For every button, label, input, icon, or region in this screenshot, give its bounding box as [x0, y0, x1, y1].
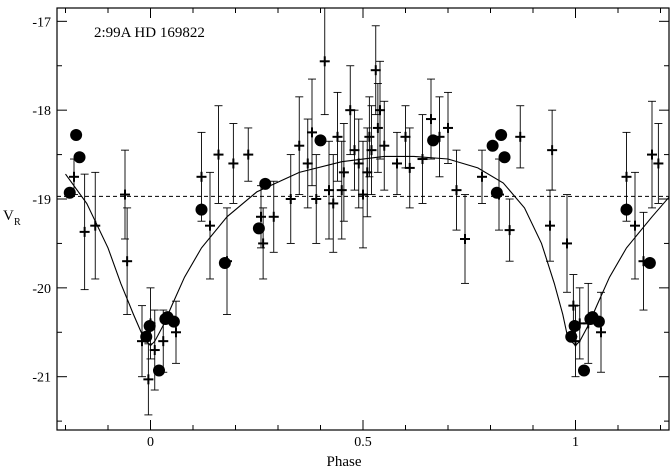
- data-point-plus: [653, 123, 664, 204]
- data-point-plus: [122, 207, 133, 315]
- data-point-circle: [314, 134, 327, 147]
- x-axis-label: Phase: [327, 454, 362, 468]
- data-point-plus: [69, 158, 79, 196]
- data-point-circle: [153, 364, 165, 377]
- data-point-plus: [90, 171, 101, 280]
- data-point-plus: [294, 96, 305, 196]
- data-point-plus: [338, 123, 349, 222]
- data-point-plus: [545, 189, 555, 262]
- data-point-plus: [213, 105, 224, 204]
- tick-layer: 0 0.5 1 -17 -18 -19 -20 -21: [32, 8, 669, 450]
- y-tick-label: -20: [32, 282, 51, 297]
- data-point-circle: [427, 134, 440, 147]
- data-point-circle: [70, 129, 83, 142]
- data-point-circle: [73, 151, 86, 164]
- y-tick-label: -17: [32, 15, 51, 30]
- data-point-circle: [643, 256, 656, 269]
- data-point-plus: [370, 25, 381, 116]
- data-point-plus: [364, 96, 375, 178]
- data-point-circle: [143, 320, 156, 333]
- data-point-plus: [547, 109, 558, 191]
- y-axis-label-subscript: R: [14, 217, 21, 228]
- data-point-circle: [63, 186, 76, 199]
- data-point-circle: [259, 177, 272, 190]
- data-point-plus: [379, 100, 390, 191]
- data-point-plus: [332, 91, 343, 182]
- data-point-circle: [167, 315, 180, 328]
- data-point-circle: [568, 320, 581, 333]
- data-point-plus: [596, 291, 606, 373]
- data-point-circle: [495, 129, 508, 142]
- data-point-plus: [307, 78, 317, 187]
- data-point-circle: [195, 203, 208, 216]
- data-point-plus: [120, 149, 130, 240]
- data-point-circle: [218, 256, 231, 269]
- data-point-plus: [504, 198, 515, 262]
- data-point-plus: [392, 131, 402, 196]
- data-point-circle: [578, 364, 590, 377]
- data-point-plus: [79, 173, 90, 291]
- data-point-plus: [336, 140, 347, 240]
- data-point-plus: [324, 140, 334, 240]
- data-point-plus: [285, 154, 296, 244]
- data-point-circle: [140, 330, 153, 343]
- data-point-plus: [353, 118, 364, 209]
- data-point-plus: [630, 171, 640, 280]
- data-point-plus: [375, 60, 385, 160]
- y-tick-label: -19: [32, 193, 51, 208]
- data-point-plus: [362, 127, 373, 218]
- data-point-plus: [243, 127, 254, 182]
- data-point-circle: [486, 139, 499, 152]
- data-point-circle: [620, 203, 633, 216]
- circle-series-layer: [63, 129, 656, 377]
- data-point-circle: [565, 330, 578, 343]
- data-point-plus: [349, 109, 360, 191]
- y-tick-label: -21: [32, 371, 51, 386]
- x-tick-label: 0: [147, 435, 154, 450]
- data-point-circle: [252, 222, 265, 235]
- data-point-circle: [490, 186, 503, 199]
- data-point-plus: [647, 100, 657, 209]
- data-point-plus: [404, 127, 415, 209]
- data-point-plus: [268, 180, 279, 253]
- data-point-plus: [143, 343, 154, 416]
- data-point-plus: [302, 118, 313, 209]
- data-point-plus: [451, 149, 462, 231]
- data-point-plus: [311, 154, 322, 244]
- data-point-plus: [328, 154, 339, 253]
- data-point-plus: [417, 114, 428, 204]
- data-point-plus: [358, 140, 368, 249]
- x-tick-label: 1: [572, 435, 579, 450]
- data-point-plus: [205, 171, 215, 280]
- y-axis-label-main: V: [3, 208, 14, 224]
- data-point-plus: [366, 105, 377, 196]
- data-point-circle: [498, 151, 511, 164]
- star-annotation: 2:99A HD 169822: [94, 25, 205, 41]
- data-point-circle: [592, 315, 605, 328]
- data-point-plus: [443, 91, 453, 164]
- data-point-plus: [228, 123, 239, 204]
- data-point-plus: [562, 194, 572, 293]
- data-point-plus: [372, 83, 383, 173]
- data-point-plus: [460, 194, 470, 284]
- y-axis-label: V R: [3, 208, 21, 228]
- data-point-plus: [477, 149, 487, 204]
- y-tick-label: -18: [32, 104, 51, 119]
- x-tick-label: 0.5: [354, 435, 372, 450]
- data-point-plus: [258, 207, 269, 280]
- data-point-plus: [515, 105, 526, 169]
- data-point-plus: [171, 300, 181, 364]
